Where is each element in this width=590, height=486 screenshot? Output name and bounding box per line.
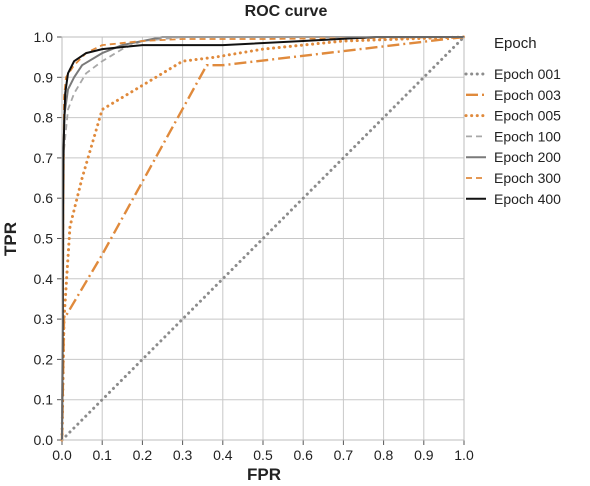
- series-line-epoch-001: [60, 35, 466, 442]
- x-tick-label: 0.1: [92, 447, 112, 463]
- y-tick-label: 1.0: [34, 29, 54, 45]
- y-tick-label: 0.2: [34, 351, 54, 367]
- series-lines: [60, 35, 466, 442]
- x-tick-label: 0.3: [173, 447, 193, 463]
- tick-labels: 0.0 0.1 0.2 0.3 0.4 0.5 0.6 0.7 0.8 0.9 1.0 0.0 0.1 0…: [34, 29, 474, 463]
- series-line-epoch-300: [61, 36, 465, 441]
- legend-title: Epoch: [494, 35, 537, 52]
- y-tick-label: 0.7: [34, 150, 54, 166]
- x-tick-label: 0.8: [374, 447, 394, 463]
- x-tick-label: 0.0: [52, 447, 72, 463]
- x-tick-label: 0.9: [414, 447, 434, 463]
- legend-label: Epoch 100: [494, 128, 561, 144]
- legend-label: Epoch 003: [494, 87, 561, 103]
- chart-title: ROC curve: [245, 3, 328, 20]
- legend-label: Epoch 300: [494, 170, 561, 186]
- y-axis-label: TPR: [1, 222, 20, 256]
- y-tick-label: 0.8: [34, 110, 54, 126]
- x-tick-label: 1.0: [454, 447, 474, 463]
- plot-frame: [61, 36, 465, 441]
- y-tick-label: 0.5: [34, 231, 54, 247]
- y-tick-label: 0.1: [34, 392, 54, 408]
- legend-label: Epoch 005: [494, 108, 561, 124]
- y-tick-label: 0.4: [34, 271, 54, 287]
- y-tick-label: 0.0: [34, 432, 54, 448]
- y-tick-label: 0.6: [34, 190, 54, 206]
- legend: Epoch Epoch 001 Epoch 003 Epoch 005 Epoch 1…: [464, 35, 561, 207]
- x-tick-label: 0.5: [253, 447, 273, 463]
- legend-label: Epoch 200: [494, 149, 561, 165]
- series-line-epoch-003: [60, 35, 465, 441]
- x-tick-label: 0.4: [213, 447, 233, 463]
- legend-label: Epoch 400: [494, 191, 561, 207]
- x-tick-label: 0.6: [293, 447, 313, 463]
- y-tick-label: 0.3: [34, 311, 54, 327]
- series-line-epoch-005: [60, 35, 466, 442]
- series-line-epoch-400: [61, 36, 464, 441]
- legend-label: Epoch 001: [494, 66, 561, 82]
- series-line-epoch-100: [61, 36, 464, 441]
- y-tick-label: 0.9: [34, 69, 54, 85]
- x-axis-label: FPR: [247, 465, 281, 484]
- x-tick-label: 0.2: [133, 447, 153, 463]
- x-tick-label: 0.7: [334, 447, 354, 463]
